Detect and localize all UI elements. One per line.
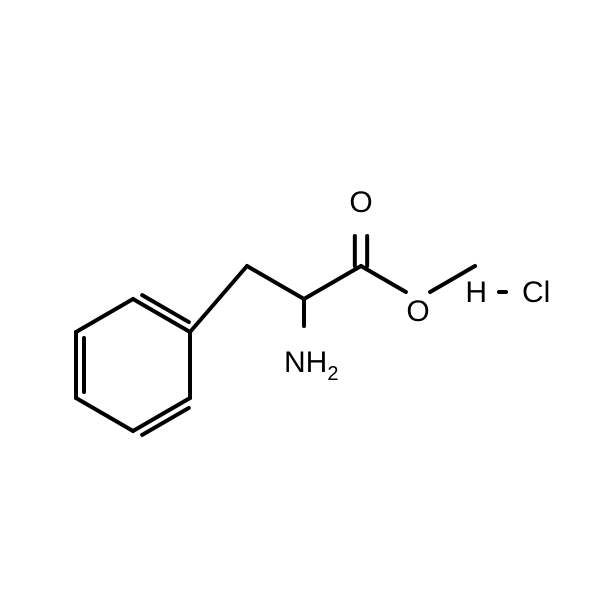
bond (190, 266, 247, 332)
atom-label: O (349, 186, 372, 219)
atom-label: O (406, 295, 429, 328)
bond (361, 266, 406, 292)
bond (76, 299, 133, 332)
atom-label: H (465, 276, 487, 309)
atom-label: NH2 (284, 346, 338, 385)
atom-label: Cl (522, 276, 550, 309)
bond (76, 398, 133, 431)
bond (247, 266, 304, 299)
molecule-diagram: O O NH2 H Cl (0, 0, 600, 600)
bond (304, 266, 361, 299)
